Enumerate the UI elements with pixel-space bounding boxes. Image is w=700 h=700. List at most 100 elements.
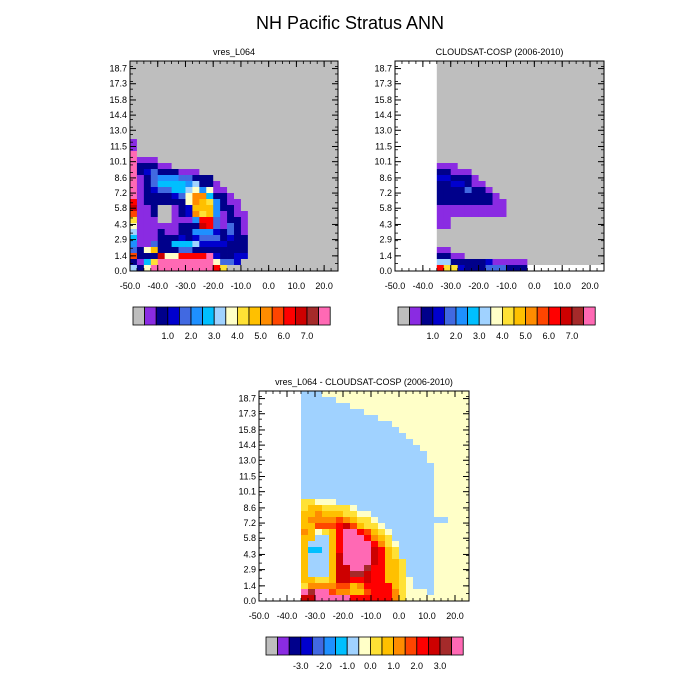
heatmap-cell bbox=[541, 115, 549, 122]
heatmap-cell bbox=[527, 187, 535, 194]
heatmap-cell bbox=[471, 181, 479, 188]
heatmap-cell bbox=[261, 247, 270, 254]
heatmap-cell bbox=[199, 115, 207, 122]
heatmap-cell bbox=[448, 403, 456, 410]
heatmap-cell bbox=[259, 451, 267, 458]
heatmap-cell bbox=[436, 145, 445, 152]
heatmap-cell bbox=[478, 193, 486, 200]
heatmap-cell bbox=[310, 241, 318, 248]
heatmap-cell bbox=[408, 67, 417, 74]
heatmap-cell bbox=[395, 211, 403, 218]
heatmap-cell bbox=[273, 589, 281, 596]
heatmap-cell bbox=[457, 127, 466, 134]
heatmap-cell bbox=[527, 163, 535, 170]
heatmap-cell bbox=[130, 61, 138, 68]
heatmap-cell bbox=[455, 529, 463, 536]
heatmap-cell bbox=[462, 517, 470, 524]
heatmap-cell bbox=[569, 229, 577, 236]
heatmap-cell bbox=[150, 205, 159, 212]
heatmap-cell bbox=[254, 133, 263, 140]
heatmap-cell bbox=[220, 85, 228, 92]
heatmap-cell bbox=[364, 421, 372, 428]
heatmap-cell bbox=[199, 181, 207, 188]
heatmap-cell bbox=[220, 265, 228, 272]
heatmap-cell bbox=[130, 73, 138, 80]
heatmap-cell bbox=[415, 175, 424, 182]
heatmap-cell bbox=[343, 565, 351, 572]
x-tick-label: -20.0 bbox=[468, 281, 489, 291]
heatmap-cell bbox=[324, 223, 332, 230]
heatmap-cell bbox=[597, 235, 605, 242]
heatmap-cell bbox=[254, 211, 263, 218]
heatmap-cell bbox=[185, 247, 193, 254]
heatmap-cell bbox=[157, 109, 166, 116]
heatmap-cell bbox=[420, 493, 428, 500]
heatmap-cell bbox=[317, 157, 325, 164]
heatmap-cell bbox=[457, 79, 466, 86]
heatmap-cell bbox=[143, 127, 152, 134]
heatmap-cell bbox=[220, 217, 228, 224]
heatmap-cell bbox=[220, 133, 228, 140]
heatmap-cell bbox=[350, 409, 358, 416]
heatmap-cell bbox=[294, 505, 302, 512]
heatmap-cell bbox=[520, 181, 528, 188]
heatmap-cell bbox=[282, 187, 290, 194]
heatmap-cell bbox=[364, 595, 372, 602]
heatmap-cell bbox=[415, 67, 424, 74]
heatmap-cell bbox=[254, 205, 263, 212]
heatmap-cell bbox=[259, 595, 267, 602]
heatmap-cell bbox=[220, 115, 228, 122]
heatmap-cell bbox=[357, 439, 365, 446]
heatmap-cell bbox=[310, 253, 318, 260]
heatmap-cell bbox=[478, 187, 486, 194]
heatmap-cell bbox=[378, 391, 386, 398]
heatmap-cell bbox=[294, 439, 302, 446]
heatmap-cell bbox=[322, 463, 330, 470]
heatmap-cell bbox=[157, 229, 166, 236]
heatmap-cell bbox=[590, 133, 598, 140]
heatmap-cell bbox=[322, 559, 330, 566]
heatmap-cell bbox=[254, 199, 263, 206]
heatmap-cell bbox=[401, 211, 410, 218]
heatmap-cell bbox=[206, 157, 214, 164]
heatmap-cell bbox=[261, 193, 270, 200]
heatmap-cell bbox=[254, 151, 263, 158]
heatmap-cell bbox=[520, 241, 528, 248]
heatmap-cell bbox=[213, 127, 221, 134]
heatmap-cell bbox=[520, 109, 528, 116]
colorbar-label: 2.0 bbox=[411, 661, 424, 671]
heatmap-cell bbox=[357, 427, 365, 434]
heatmap-cell bbox=[206, 199, 214, 206]
heatmap-cell bbox=[450, 169, 459, 176]
heatmap-cell bbox=[164, 175, 172, 182]
heatmap-cell bbox=[485, 163, 493, 170]
heatmap-cell bbox=[436, 115, 445, 122]
heatmap-cell bbox=[220, 73, 228, 80]
heatmap-cell bbox=[562, 223, 570, 230]
heatmap-cell bbox=[178, 241, 186, 248]
heatmap-cell bbox=[171, 229, 179, 236]
heatmap-cell bbox=[436, 199, 445, 206]
heatmap-cell bbox=[329, 499, 337, 506]
heatmap-cell bbox=[534, 109, 542, 116]
heatmap-cell bbox=[317, 67, 325, 74]
heatmap-cell bbox=[157, 253, 166, 260]
heatmap-cell bbox=[422, 253, 431, 260]
colorbar-swatch bbox=[393, 636, 406, 656]
heatmap-cell bbox=[185, 235, 193, 242]
heatmap-cell bbox=[527, 67, 535, 74]
heatmap-cell bbox=[157, 157, 166, 164]
heatmap-cell bbox=[441, 571, 449, 578]
heatmap-cell bbox=[331, 223, 339, 230]
heatmap-cell bbox=[329, 559, 337, 566]
heatmap-cell bbox=[136, 217, 145, 224]
heatmap-cell bbox=[336, 445, 344, 452]
heatmap-cell bbox=[308, 535, 316, 542]
heatmap-cell bbox=[130, 217, 138, 224]
heatmap-cell bbox=[555, 193, 563, 200]
heatmap-cell bbox=[378, 439, 386, 446]
heatmap-cell bbox=[268, 259, 276, 266]
heatmap-cell bbox=[287, 511, 295, 518]
heatmap-cell bbox=[408, 91, 417, 98]
heatmap-cell bbox=[455, 559, 463, 566]
